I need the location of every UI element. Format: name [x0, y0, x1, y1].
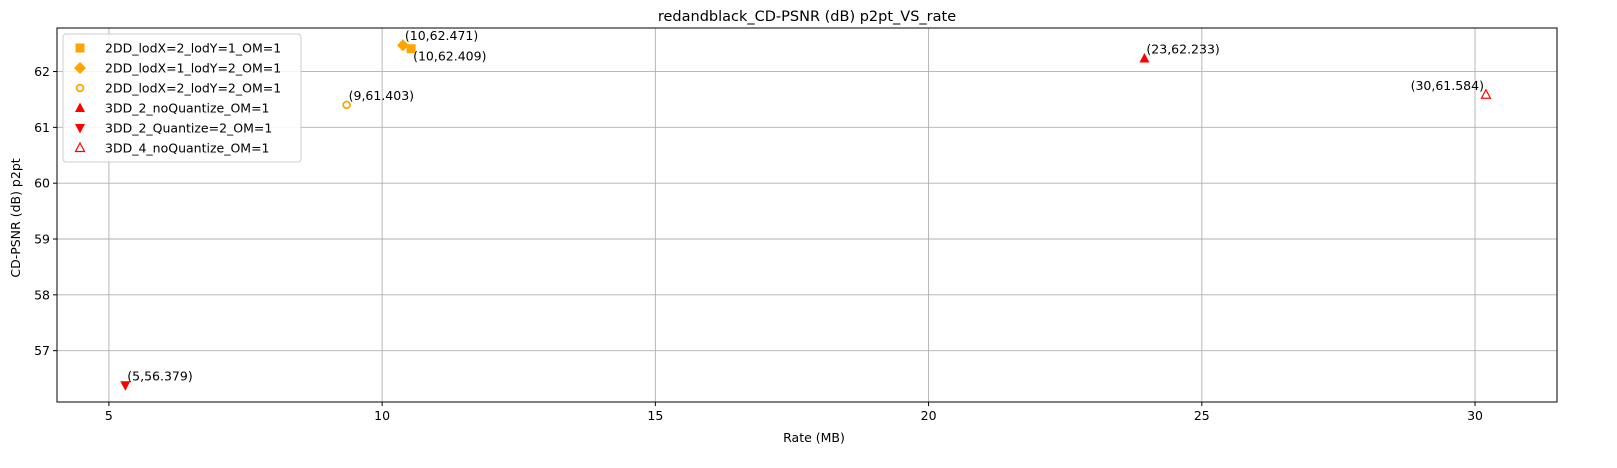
data-point — [1139, 53, 1150, 63]
axis-ticks: 5 10 15 20 25 30 57 58 59 60 61 62 — [34, 64, 1483, 423]
legend: 2DD_lodX=2_lodY=1_OM=1 2DD_lodX=1_lodY=2_… — [62, 33, 302, 163]
legend-entry: 2DD_lodX=2_lodY=2_OM=1 — [105, 81, 281, 96]
data-point — [342, 100, 351, 110]
y-tick-label: 60 — [34, 176, 50, 191]
point-annotation: (23,62.233) — [1146, 42, 1219, 57]
legend-marker — [75, 124, 85, 134]
legend-entry: 3DD_2_Quantize=2_OM=1 — [105, 121, 272, 136]
point-annotation: (30,61.584) — [1411, 78, 1484, 93]
x-axis-label: Rate (MB) — [783, 430, 845, 445]
point-annotation: (9,61.403) — [349, 88, 414, 103]
point-annotation: (10,62.409) — [413, 49, 486, 64]
legend-marker — [74, 62, 86, 74]
y-tick-label: 62 — [34, 64, 50, 79]
y-tick-label: 61 — [34, 120, 50, 135]
legend-marker — [75, 83, 85, 93]
legend-entry: 3DD_2_noQuantize_OM=1 — [105, 101, 270, 116]
legend-entry: 2DD_lodX=2_lodY=1_OM=1 — [105, 41, 281, 56]
legend-marker — [75, 43, 85, 53]
point-annotation: (10,62.471) — [405, 28, 478, 43]
x-tick-label: 15 — [647, 408, 663, 423]
x-tick-label: 30 — [1467, 408, 1483, 423]
plot-area-frame — [56, 27, 1558, 403]
y-axis-label: CD-PSNR (dB) p2pt — [8, 158, 23, 277]
data-point — [1480, 88, 1492, 99]
legend-entry: 3DD_4_noQuantize_OM=1 — [105, 141, 270, 156]
data-point — [396, 39, 409, 52]
data-points — [120, 39, 1492, 391]
grid-lines — [57, 28, 1557, 402]
x-tick-label: 25 — [1194, 408, 1210, 423]
data-point — [120, 381, 131, 391]
legend-marker — [74, 141, 86, 153]
y-tick-label: 59 — [34, 232, 50, 247]
x-tick-label: 5 — [105, 408, 113, 423]
legend-entry: 2DD_lodX=1_lodY=2_OM=1 — [105, 61, 281, 76]
x-tick-label: 10 — [374, 408, 390, 423]
legend-marker — [75, 102, 85, 112]
point-annotations: (10,62.409) (10,62.471) (9,61.403) (23,62.2… — [127, 28, 1484, 383]
point-annotation: (5,56.379) — [127, 368, 192, 383]
chart-title: redandblack_CD-PSNR (dB) p2pt_VS_rate — [658, 9, 956, 25]
y-tick-label: 57 — [34, 343, 50, 358]
legend-box — [62, 33, 302, 163]
y-tick-label: 58 — [34, 287, 50, 302]
data-point — [406, 44, 416, 54]
x-tick-label: 20 — [921, 408, 937, 423]
